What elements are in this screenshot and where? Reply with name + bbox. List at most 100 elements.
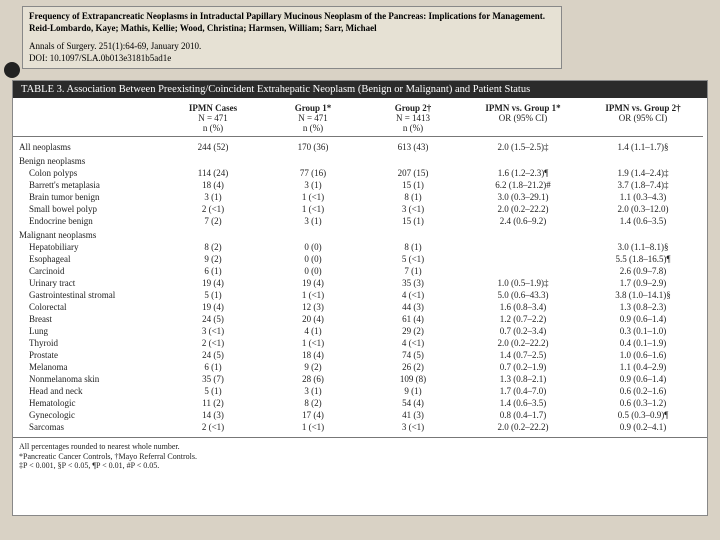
citation-journal: Annals of Surgery. 251(1):64-69, January… bbox=[29, 40, 555, 52]
table-cell: 1.4 (0.6–3.5) bbox=[463, 397, 583, 409]
footnote-line: *Pancreatic Cancer Controls, †Mayo Refer… bbox=[19, 452, 701, 462]
table-cell: 1.7 (0.9–2.9) bbox=[583, 277, 703, 289]
table-cell: 5.0 (0.6–43.3) bbox=[463, 289, 583, 301]
table-cell bbox=[463, 265, 583, 277]
table-cell bbox=[463, 227, 583, 241]
table-cell: 14 (3) bbox=[163, 409, 263, 421]
row-label: Endocrine benign bbox=[13, 215, 163, 227]
table-container: TABLE 3. Association Between Preexisting… bbox=[12, 80, 708, 516]
table-cell: 15 (1) bbox=[363, 179, 463, 191]
table-cell: 6.2 (1.8–21.2)# bbox=[463, 179, 583, 191]
table-cell: 1 (<1) bbox=[263, 289, 363, 301]
table-cell: 3 (1) bbox=[263, 385, 363, 397]
table-body: All neoplasms244 (52)170 (36)613 (43)2.0… bbox=[13, 141, 707, 433]
table-cell: 1.3 (0.8–2.1) bbox=[463, 373, 583, 385]
table-cell: 1.7 (0.4–7.0) bbox=[463, 385, 583, 397]
table-cell: 77 (16) bbox=[263, 167, 363, 179]
table-cell: 35 (3) bbox=[363, 277, 463, 289]
row-label: Hematologic bbox=[13, 397, 163, 409]
table-cell bbox=[463, 153, 583, 167]
table-cell: 0.3 (0.1–1.0) bbox=[583, 325, 703, 337]
table-cell bbox=[263, 153, 363, 167]
table-cell: 244 (52) bbox=[163, 141, 263, 153]
table-cell bbox=[163, 153, 263, 167]
table-cell: 3 (1) bbox=[163, 191, 263, 203]
row-label: Colon polyps bbox=[13, 167, 163, 179]
table-header: IPMN CasesN = 471n (%)Group 1*N = 471n (… bbox=[13, 102, 707, 137]
table-cell: 3 (<1) bbox=[363, 203, 463, 215]
table-cell: 170 (36) bbox=[263, 141, 363, 153]
table-cell: 2.0 (1.5–2.5)‡ bbox=[463, 141, 583, 153]
row-label: Carcinoid bbox=[13, 265, 163, 277]
footnote-line: ‡P < 0.001, §P < 0.05, ¶P < 0.01, #P < 0… bbox=[19, 461, 701, 471]
row-label: Prostate bbox=[13, 349, 163, 361]
row-label: Gastrointestinal stromal bbox=[13, 289, 163, 301]
table-cell: 3.0 (0.3–29.1) bbox=[463, 191, 583, 203]
col-header: Group 1*N = 471n (%) bbox=[263, 102, 363, 137]
table-cell: 1 (<1) bbox=[263, 421, 363, 433]
table-cell: 0 (0) bbox=[263, 253, 363, 265]
table-cell: 1.9 (1.4–2.4)‡ bbox=[583, 167, 703, 179]
table-cell: 19 (4) bbox=[163, 277, 263, 289]
table-cell: 0.6 (0.3–1.2) bbox=[583, 397, 703, 409]
table-cell: 207 (15) bbox=[363, 167, 463, 179]
row-label: Small bowel polyp bbox=[13, 203, 163, 215]
table-cell: 1 (<1) bbox=[263, 337, 363, 349]
row-label: Melanoma bbox=[13, 361, 163, 373]
table-cell bbox=[263, 227, 363, 241]
table-cell: 2.4 (0.6–9.2) bbox=[463, 215, 583, 227]
table-cell bbox=[463, 241, 583, 253]
table-cell: 4 (1) bbox=[263, 325, 363, 337]
row-label: Esophageal bbox=[13, 253, 163, 265]
table-cell: 54 (4) bbox=[363, 397, 463, 409]
row-label: Nonmelanoma skin bbox=[13, 373, 163, 385]
table-cell: 15 (1) bbox=[363, 215, 463, 227]
table-cell: 3 (1) bbox=[263, 179, 363, 191]
table-cell: 5 (1) bbox=[163, 385, 263, 397]
table-cell: 0.9 (0.2–4.1) bbox=[583, 421, 703, 433]
row-label: All neoplasms bbox=[13, 141, 163, 153]
table-cell: 2 (<1) bbox=[163, 203, 263, 215]
row-label: Barrett's metaplasia bbox=[13, 179, 163, 191]
citation-authors: Reid-Lombardo, Kaye; Mathis, Kellie; Woo… bbox=[29, 22, 555, 34]
table-cell: 3.0 (1.1–8.1)§ bbox=[583, 241, 703, 253]
table-cell: 61 (4) bbox=[363, 313, 463, 325]
table-cell: 1.4 (0.7–2.5) bbox=[463, 349, 583, 361]
col-header: IPMN CasesN = 471n (%) bbox=[163, 102, 263, 137]
table-cell: 2 (<1) bbox=[163, 421, 263, 433]
table-cell: 2.0 (0.2–22.2) bbox=[463, 337, 583, 349]
table-title: TABLE 3. Association Between Preexisting… bbox=[13, 81, 707, 98]
table-cell: 1.4 (0.6–3.5) bbox=[583, 215, 703, 227]
col-header: IPMN vs. Group 2†OR (95% CI) bbox=[583, 102, 703, 137]
table-cell: 20 (4) bbox=[263, 313, 363, 325]
table-cell: 5 (<1) bbox=[363, 253, 463, 265]
table-cell: 9 (1) bbox=[363, 385, 463, 397]
table-cell: 26 (2) bbox=[363, 361, 463, 373]
table-cell: 2.0 (0.2–22.2) bbox=[463, 203, 583, 215]
table-cell: 0.9 (0.6–1.4) bbox=[583, 313, 703, 325]
table-cell: 12 (3) bbox=[263, 301, 363, 313]
table-cell: 74 (5) bbox=[363, 349, 463, 361]
table-cell: 1.1 (0.4–2.9) bbox=[583, 361, 703, 373]
table-cell: 11 (2) bbox=[163, 397, 263, 409]
table-cell: 8 (1) bbox=[363, 241, 463, 253]
row-label: Breast bbox=[13, 313, 163, 325]
table-cell: 2.6 (0.9–7.8) bbox=[583, 265, 703, 277]
table-cell: 1.6 (0.8–3.4) bbox=[463, 301, 583, 313]
table-cell: 41 (3) bbox=[363, 409, 463, 421]
row-label: Colorectal bbox=[13, 301, 163, 313]
table-cell bbox=[583, 227, 703, 241]
table-cell: 3 (1) bbox=[263, 215, 363, 227]
table-cell bbox=[363, 153, 463, 167]
table-cell: 1.2 (0.7–2.2) bbox=[463, 313, 583, 325]
table-cell: 4 (<1) bbox=[363, 337, 463, 349]
table-cell: 0.8 (0.4–1.7) bbox=[463, 409, 583, 421]
row-label: Sarcomas bbox=[13, 421, 163, 433]
table-cell: 6 (1) bbox=[163, 265, 263, 277]
row-label: Benign neoplasms bbox=[13, 155, 163, 167]
table-cell: 2.0 (0.3–12.0) bbox=[583, 203, 703, 215]
table-cell: 1.1 (0.3–4.3) bbox=[583, 191, 703, 203]
table-cell: 35 (7) bbox=[163, 373, 263, 385]
table-cell: 1.0 (0.5–1.9)‡ bbox=[463, 277, 583, 289]
table-cell bbox=[163, 227, 263, 241]
